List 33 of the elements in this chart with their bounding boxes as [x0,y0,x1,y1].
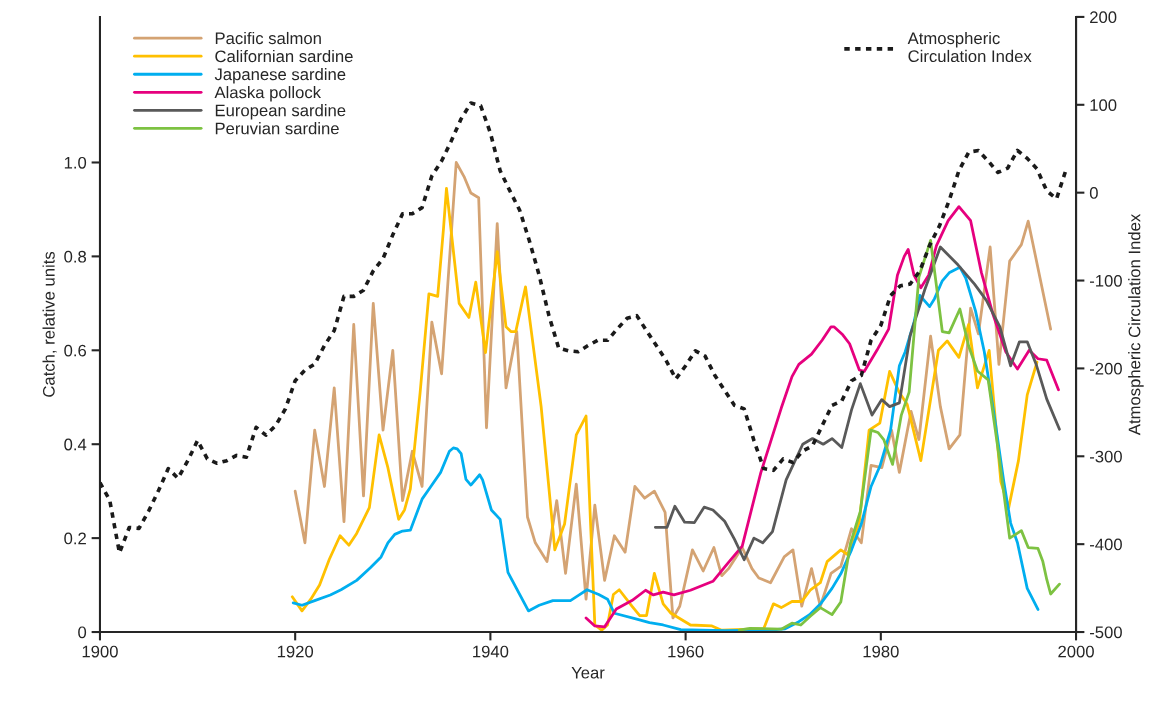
y2-tick-label: -200 [1089,362,1122,375]
y2-tick-label: -400 [1089,538,1122,551]
line-series [737,239,1061,632]
y-tick-label: 1.0 [64,156,87,169]
legend-label: Pacific salmon [215,31,321,45]
x-tick-label: 1920 [277,645,314,658]
y-tick-label: 0.4 [64,438,87,451]
y-tick-label: 0.2 [64,532,86,545]
y2-tick-label: 100 [1090,99,1117,111]
y2-tick-label: -100 [1089,274,1122,287]
legend-label: Peruvian sardine [215,122,339,135]
x-tick-label: 1900 [82,645,118,658]
line-series [653,245,1061,562]
legend-label: European sardine [215,104,346,120]
x-tick-label: 1980 [863,645,899,658]
y-axis-title: Catch, relative units [42,251,57,397]
x-tick-label: 2000 [1058,645,1094,658]
legend-label: Californian sardine [215,49,353,63]
y-tick-label: 0 [78,626,87,639]
y2-tick-label: 0 [1089,187,1098,199]
x-axis-title: Year [571,666,605,679]
y2-tick-label: -300 [1089,450,1122,463]
x-tick-label: 1960 [668,645,704,658]
y2-axis-title: Atmospheric Circulation Index [1128,213,1144,436]
y-tick-label: 0.8 [64,250,87,263]
legend-label: Alaska pollock [214,86,322,102]
legend-label: Japanese sardine [214,67,346,84]
y2-tick-label: 200 [1090,11,1117,24]
y2-tick-label: -500 [1089,626,1122,639]
line-series [584,205,1060,629]
y-tick-label: 0.6 [64,344,87,357]
legend-label: Atmospheric Circulation Index [907,31,1032,63]
x-tick-label: 1940 [473,645,509,658]
